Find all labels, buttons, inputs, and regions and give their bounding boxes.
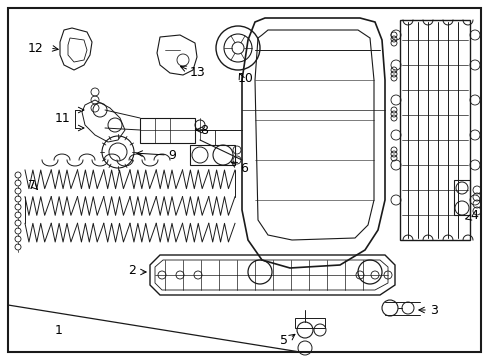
Text: 12: 12 xyxy=(28,41,43,54)
Text: 1: 1 xyxy=(55,324,63,337)
Text: 13: 13 xyxy=(190,66,205,78)
Bar xyxy=(190,145,235,165)
Bar xyxy=(399,20,469,240)
Text: 11: 11 xyxy=(55,112,71,125)
Text: 5: 5 xyxy=(280,333,287,346)
Text: 7: 7 xyxy=(28,179,36,192)
Bar xyxy=(140,118,195,143)
Text: 8: 8 xyxy=(200,123,207,136)
Text: 10: 10 xyxy=(238,72,253,85)
Bar xyxy=(453,180,469,215)
Text: 2: 2 xyxy=(128,264,136,276)
Text: 6: 6 xyxy=(240,162,247,175)
Text: 4: 4 xyxy=(469,208,477,221)
Text: 9: 9 xyxy=(168,149,176,162)
Bar xyxy=(294,318,325,328)
Text: 3: 3 xyxy=(429,303,437,316)
